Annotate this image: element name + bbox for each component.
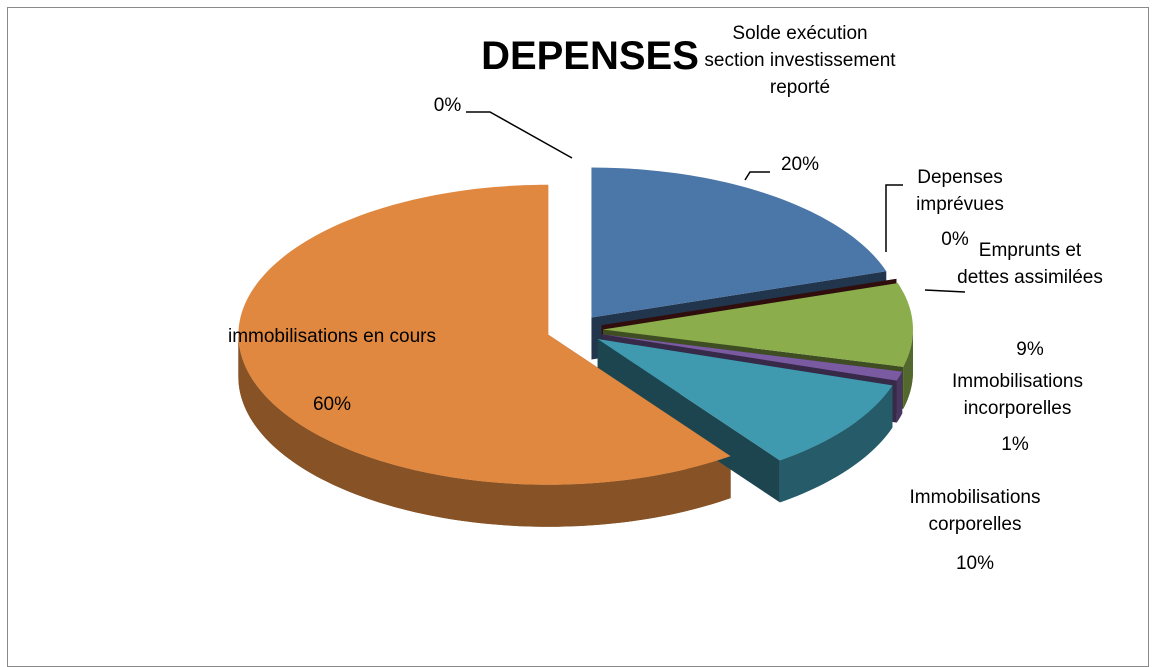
pie-slice xyxy=(238,184,731,485)
slice-wall xyxy=(597,339,780,503)
slice-value-label: 60% xyxy=(312,394,352,415)
pie-slice xyxy=(597,339,893,461)
pie-slice xyxy=(602,283,913,367)
leader-line xyxy=(924,289,966,293)
slice-label: Solde exécution section investissement r… xyxy=(704,23,896,98)
slice-value-label: 0% xyxy=(433,95,462,116)
slice-value-label: 10% xyxy=(955,553,995,574)
slice-label: immobilisations en cours xyxy=(227,326,437,347)
slice-value-label: 1% xyxy=(1001,434,1029,455)
chart-title: DEPENSES xyxy=(481,34,699,78)
slice-side xyxy=(238,334,731,527)
leader-line xyxy=(744,171,770,181)
slice-value-label: 0% xyxy=(941,229,969,250)
pie-slice xyxy=(591,167,887,318)
slice-label: Depenses imprévues xyxy=(916,167,1004,215)
slice-side xyxy=(896,371,903,423)
slice-value-label: 20% xyxy=(780,154,820,175)
slice-label: Immobilisations incorporelles xyxy=(952,371,1083,419)
pie-slice xyxy=(601,334,903,381)
slice-side xyxy=(779,385,893,503)
leader-line xyxy=(466,111,573,159)
slice-side xyxy=(903,329,913,409)
slice-label: Immobilisations corporelles xyxy=(909,487,1041,535)
leader-line xyxy=(885,184,903,252)
slice-tops xyxy=(238,167,913,485)
slice-label: Emprunts et dettes assimilées xyxy=(957,240,1103,288)
slice-value-label: 9% xyxy=(1016,339,1044,360)
